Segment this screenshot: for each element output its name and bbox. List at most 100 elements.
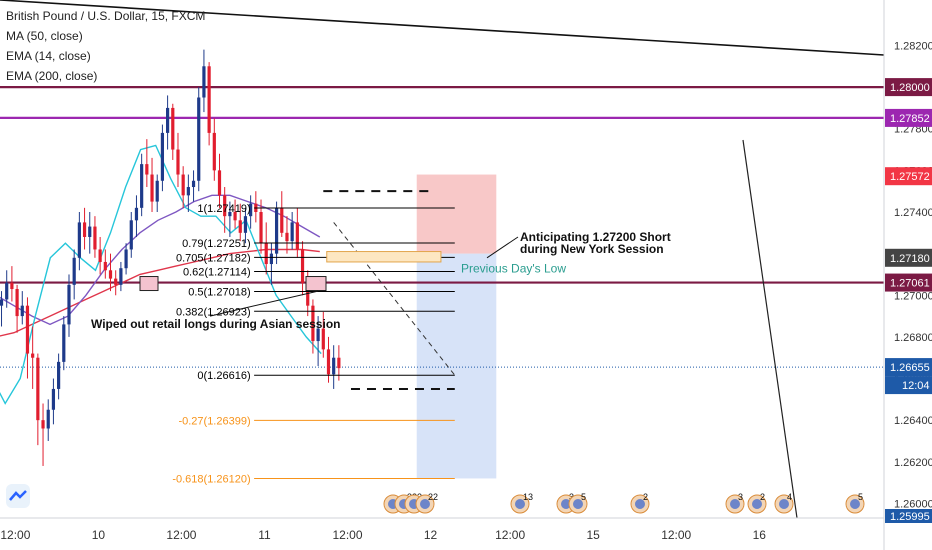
y-tick-label: 1.27400	[894, 207, 932, 219]
candle-body	[249, 203, 253, 217]
economic-event-icon[interactable]: 5	[845, 492, 865, 514]
x-tick-label: 12:00	[661, 528, 691, 542]
economic-event-icon[interactable]: 3	[725, 492, 745, 514]
candle-body	[82, 222, 87, 237]
tradingview-logo-icon	[6, 484, 30, 508]
candle-body	[166, 107, 170, 133]
take-profit-zone[interactable]	[416, 253, 497, 479]
candle-body	[114, 278, 118, 285]
x-tick-label: 15	[587, 528, 601, 542]
candle-body	[207, 66, 211, 133]
countdown-text: 12:04	[902, 380, 930, 392]
candle-body	[134, 207, 139, 221]
time-axis[interactable]: 12:00 10 12:00 11 12:00 12 12:00 15 12:00 16	[0, 517, 884, 542]
annotation-text: Wiped out retail longs during Asian sess…	[91, 317, 340, 331]
candle-body	[285, 232, 289, 242]
event-count: 5	[581, 492, 586, 502]
vertical-trendline[interactable]	[742, 139, 798, 519]
candle-body	[0, 299, 4, 306]
price-label-box	[885, 248, 932, 267]
price-label-box	[885, 273, 932, 292]
candle-body	[46, 409, 50, 429]
candle-body	[311, 305, 315, 342]
trendline-top[interactable]	[0, 0, 885, 56]
y-tick-label: 1.26200	[894, 457, 932, 469]
candle-body	[20, 305, 24, 317]
marker-box-right[interactable]	[305, 276, 327, 292]
projection-dashed[interactable]	[333, 222, 456, 376]
economic-event-icon[interactable]: 22	[415, 492, 438, 514]
candle-body	[337, 357, 341, 369]
event-count: 13	[523, 492, 533, 502]
y-tick-label: 1.26800	[894, 332, 932, 344]
economic-event-icon[interactable]: 4	[774, 492, 794, 514]
candle-body	[15, 289, 19, 317]
candle-body	[160, 132, 165, 181]
candle-body	[98, 249, 102, 262]
event-flag-inner	[515, 499, 525, 509]
candle-body	[217, 170, 222, 196]
indicator-ma50[interactable]: MA (50, close)	[6, 29, 83, 43]
candle-body	[103, 261, 107, 271]
entry-zone[interactable]	[326, 251, 442, 263]
indicator-ema14[interactable]: EMA (14, close)	[6, 49, 91, 63]
ema200-line	[0, 248, 320, 337]
price-label-text: 1.27061	[890, 278, 930, 290]
economic-event-icon[interactable]: 13	[510, 492, 533, 514]
event-badges[interactable]: 33222133523245	[383, 492, 865, 514]
price-label-text: 1.26655	[890, 362, 930, 374]
candle-body	[300, 249, 305, 283]
candle-body	[155, 180, 159, 202]
candle-body	[186, 187, 190, 196]
candle-body	[72, 257, 76, 285]
candles	[0, 49, 341, 466]
economic-event-icon[interactable]: 2	[747, 492, 767, 514]
candle-body	[269, 253, 273, 265]
fibonacci-retracement[interactable]: 1(1.27419) 0.79(1.27251) 0.705(1.27182) 0.6…	[172, 203, 455, 485]
annotation-text: during New York Session	[520, 242, 664, 256]
candle-body	[233, 212, 237, 221]
fib-level-label: 0.79(1.27251)	[182, 238, 251, 250]
fib-level-label: 0.5(1.27018)	[188, 287, 250, 299]
economic-event-icon[interactable]: 2	[630, 492, 650, 514]
x-tick-label: 12:00	[166, 528, 196, 542]
bottom-price-box	[885, 509, 932, 523]
fib-level-label: 0(1.26616)	[197, 370, 250, 382]
annotation-text: Anticipating 1.27200 Short	[520, 230, 671, 244]
price-label-box	[885, 78, 932, 97]
legend-panel: British Pound / U.S. Dollar, 15, FXCM MA…	[6, 6, 205, 86]
candle-body	[25, 305, 30, 354]
event-flag-inner	[779, 499, 789, 509]
x-tick-label: 16	[753, 528, 767, 542]
arrow-line-entry[interactable]	[486, 236, 519, 259]
position-zones	[416, 174, 497, 479]
candle-body	[41, 420, 45, 429]
economic-event-icon[interactable]: 5	[568, 492, 588, 514]
arrow-line-retail[interactable]	[209, 290, 319, 317]
countdown-box	[885, 376, 932, 395]
symbol-title[interactable]: British Pound / U.S. Dollar, 15, FXCM	[6, 9, 206, 23]
candle-body	[124, 249, 128, 269]
x-tick-label: 12	[424, 528, 438, 542]
candle-body	[223, 195, 227, 217]
price-axis[interactable]: 1.282001.278001.276001.274001.272001.270…	[883, 0, 932, 550]
candle-body	[321, 328, 325, 350]
candle-body	[51, 388, 56, 410]
candle-body	[67, 284, 71, 325]
stop-loss-zone[interactable]	[416, 174, 497, 254]
candle-body	[202, 66, 206, 98]
ma50-line	[0, 194, 321, 326]
drawings[interactable]	[0, 0, 885, 519]
y-tick-label: 1.26400	[894, 415, 932, 427]
event-flag-inner	[635, 499, 645, 509]
candle-body	[316, 328, 320, 342]
event-count: 2	[760, 492, 765, 502]
fib-level-label: 0.382(1.26923)	[176, 306, 251, 318]
candle-body	[31, 353, 35, 358]
event-count: 3	[569, 492, 574, 502]
indicator-ema200[interactable]: EMA (200, close)	[6, 69, 98, 83]
marker-box-left[interactable]	[139, 276, 159, 292]
event-flag-inner	[420, 499, 430, 509]
